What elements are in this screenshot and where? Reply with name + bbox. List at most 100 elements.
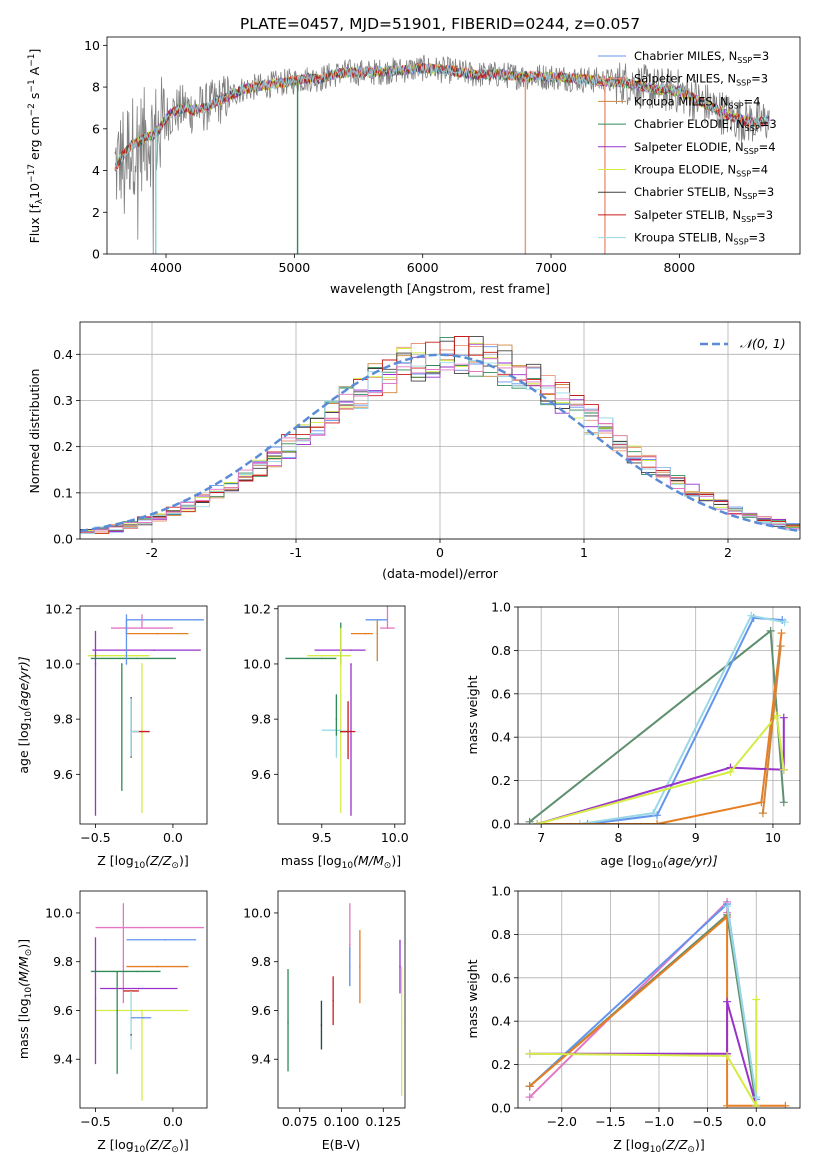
data-point (339, 718, 342, 720)
y-tick-label: 9.4 (53, 1052, 73, 1067)
weight-line-5 (537, 714, 785, 824)
y-tick-label: 0.6 (491, 686, 511, 701)
y-axis-label: Normed distribution (27, 369, 42, 494)
data-point (320, 1024, 323, 1026)
plot-area (287, 903, 403, 1096)
y-tick-label: 10.0 (45, 905, 73, 920)
y-tick-label: 10.0 (45, 656, 73, 671)
observed-spectrum (114, 54, 770, 254)
data-point (399, 965, 401, 968)
legend-label-4: Salpeter ELODIE, NSSP=4 (634, 140, 776, 156)
weight-line-5 (529, 999, 758, 1107)
y-tick-label: 0.8 (491, 643, 511, 658)
y-tick-label: 0.3 (53, 393, 73, 408)
data-point (350, 649, 352, 651)
data-point (164, 618, 166, 621)
data-point (122, 965, 125, 968)
axes-frame (517, 606, 801, 825)
y-tick-label: 0.8 (491, 927, 511, 942)
data-point (349, 965, 351, 968)
data-point (125, 663, 128, 665)
x-tick-label: 8000 (663, 260, 695, 275)
legend-label-1: Salpeter MILES, NSSP=3 (634, 72, 768, 88)
x-tick-label: -1 (290, 545, 302, 560)
x-tick-label: 10 (765, 830, 781, 845)
panel-mass_vs_ebv: 0.075 0.100 0.125 9.4 9.6 9.8 10.0 E(B-V) (243, 890, 406, 1152)
data-point (94, 663, 97, 665)
x-tick-label: 0.0 (163, 1114, 183, 1129)
y-tick-label: 9.8 (53, 954, 73, 969)
panel-age_vs_Z: −0.5 0.0 9.6 9.8 10.0 10.2 Z [log10(Z/Z⊙)] age … (16, 601, 208, 871)
x-tick-label: 5000 (278, 260, 310, 275)
weight-marker (533, 820, 542, 824)
y-tick-label: 9.6 (53, 767, 73, 782)
weight-line-6 (761, 645, 782, 814)
y-tick-label: 10.2 (45, 601, 73, 616)
data-point (386, 627, 389, 629)
plot-area (90, 903, 204, 1101)
weight-marker (758, 809, 767, 818)
data-point (121, 663, 123, 665)
weight-marker (723, 902, 732, 911)
data-point (142, 1016, 145, 1019)
panel-mass_weight_vs_Z: −2.0 −1.5 −1.0 −0.5 0.0 0.0 0.2 0.4 0.6 0.8 1.0 Z [… (465, 884, 801, 1155)
axes-frame (517, 890, 801, 1109)
x-axis-label: (data-model)/error (382, 566, 499, 581)
y-tick-label: 0.0 (53, 532, 73, 547)
y-tick-label: 0.2 (53, 439, 73, 454)
y-axis-label: mass weight (465, 959, 480, 1038)
data-point (335, 718, 338, 720)
x-tick-label: 0.075 (282, 1114, 318, 1129)
panel-mass_vs_Z: −0.5 0.0 9.4 9.6 9.8 10.0 Z [log10(Z/Z⊙)] mass … (16, 890, 208, 1155)
legend-label-0: Chabrier MILES, NSSP=3 (634, 49, 769, 65)
x-tick-label: 10.0 (381, 830, 409, 845)
data-point (116, 1009, 118, 1012)
weight-marker (779, 713, 788, 722)
weight-marker (583, 820, 592, 824)
y-tick-label: 0.0 (491, 817, 511, 832)
weight-line-2 (579, 614, 785, 824)
axes-frame (277, 890, 406, 1109)
y-tick-label: 9.6 (251, 767, 271, 782)
data-point (141, 730, 143, 733)
y-tick-label: 0.0 (491, 1101, 511, 1116)
y-axis-label: Flux [fλ10−17 erg cm−2 s−1 A−1] (27, 49, 45, 244)
weight-line-3 (537, 632, 783, 824)
panel-spectrum: 4000 5000 6000 7000 8000 0 2 4 6 8 10 Chabrier MILE… (27, 36, 801, 296)
x-tick-label: -2 (146, 545, 158, 560)
model-spectrum-8 (114, 63, 770, 169)
legend-label-7: Salpeter STELIB, NSSP=3 (634, 208, 773, 224)
weight-marker (723, 1101, 732, 1108)
weight-marker (649, 809, 658, 818)
y-tick-label: 0.6 (491, 970, 511, 985)
data-point (349, 943, 351, 946)
spectrum-title: PLATE=0457, MJD=51901, FIBERID=0244, z=0… (240, 15, 640, 33)
plot-area (525, 897, 790, 1108)
x-tick-label: −1.5 (595, 1114, 625, 1129)
y-tick-label: 10.2 (243, 601, 271, 616)
legend-label-2: Kroupa MILES, NSSP=4 (634, 94, 760, 110)
y-tick-label: 9.6 (53, 1003, 73, 1018)
data-point (400, 1021, 403, 1024)
y-tick-label: 9.4 (251, 1052, 271, 1067)
y-tick-label: 0.4 (491, 1014, 511, 1029)
x-tick-label: −0.5 (692, 1114, 722, 1129)
legend-label-gaussian: 𝒩(0, 1) (740, 336, 786, 351)
y-tick-label: 10 (84, 38, 100, 53)
legend-label-8: Kroupa STELIB, NSSP=3 (634, 231, 765, 247)
residual-hist-9 (80, 358, 800, 533)
y-tick-label: 9.8 (251, 954, 271, 969)
data-point (141, 663, 143, 665)
data-point (350, 663, 352, 665)
y-tick-label: 1.0 (491, 884, 511, 899)
x-tick-label: −1.0 (644, 1114, 674, 1129)
weight-marker (575, 820, 584, 824)
weight-marker (525, 1049, 534, 1058)
y-tick-label: 2 (92, 205, 100, 220)
x-tick-label: 7 (537, 830, 545, 845)
weight-marker (723, 997, 732, 1006)
data-point (133, 654, 136, 657)
